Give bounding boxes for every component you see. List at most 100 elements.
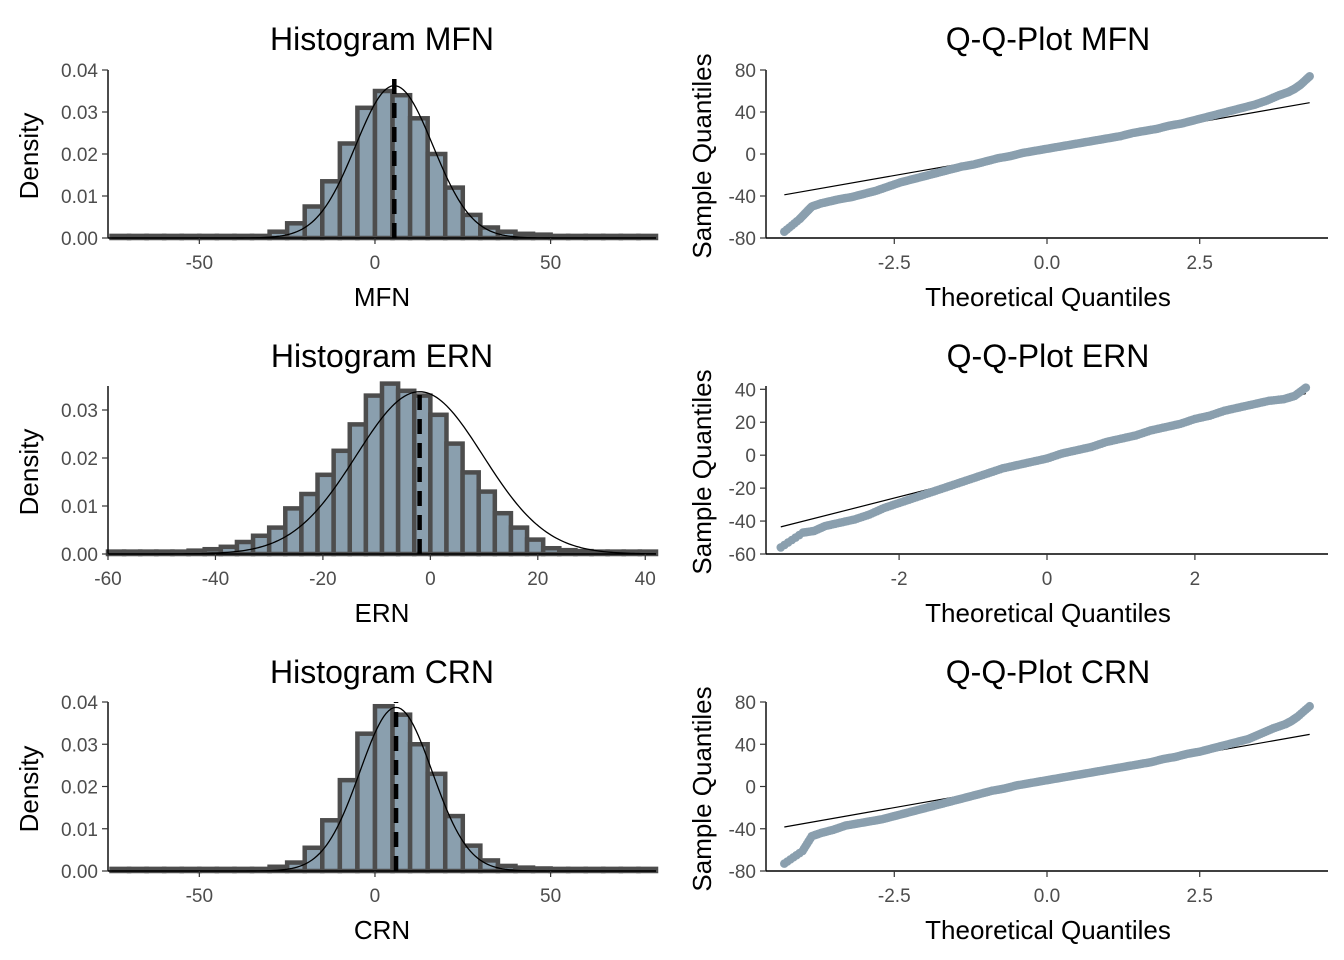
y-tick-label: 0.03 <box>61 103 98 124</box>
panel-histogram-mfn: Histogram MFN -50 0 50 0.00 0.01 0.02 0.03 0.04… <box>14 21 659 312</box>
y-tick-label: 40 <box>735 103 756 124</box>
plot-area: -2.5 0.0 2.5 -80 -40 0 40 80 <box>729 61 1328 274</box>
x-axis-title: MFN <box>354 282 410 312</box>
y-tick-label: 0 <box>745 778 756 799</box>
histogram-bar <box>460 470 481 557</box>
y-tick-label: -40 <box>729 187 756 208</box>
histogram-bar <box>320 179 343 241</box>
histogram-bar <box>411 393 433 557</box>
y-axis-title: Density <box>14 746 44 833</box>
x-tick-label: 0.0 <box>1034 253 1060 274</box>
y-tick-label: 40 <box>735 380 756 401</box>
y-tick-label: 0.04 <box>61 61 98 82</box>
y-tick-label: -20 <box>729 479 756 500</box>
x-tick-label: -60 <box>94 569 121 590</box>
panel-qqplot-crn: Q-Q-Plot CRN -2.5 0.0 2.5 -80 -40 0 40 80 Theor… <box>687 654 1328 945</box>
x-tick-label: -50 <box>186 253 213 274</box>
histogram-bar <box>372 703 395 874</box>
plot-area: -60 -40 -20 0 20 40 0.00 0.01 0.02 0.03 <box>61 381 659 590</box>
y-tick-label: -80 <box>729 862 756 883</box>
x-axis-title: Theoretical Quantiles <box>925 915 1171 945</box>
histogram-bar <box>372 88 395 241</box>
histogram-bar <box>524 537 546 557</box>
chart-title: Histogram CRN <box>270 654 494 690</box>
y-tick-label: 0.00 <box>61 862 98 883</box>
y-tick-label: 0.01 <box>61 820 98 841</box>
histogram-bar <box>407 116 430 241</box>
x-tick-label: 50 <box>540 253 561 274</box>
histogram-bar <box>363 393 385 557</box>
y-tick-label: -40 <box>729 820 756 841</box>
histogram-bar <box>302 204 325 241</box>
histogram-bar <box>337 777 360 874</box>
y-axis-title: Density <box>14 429 44 516</box>
y-tick-label: 0.01 <box>61 497 98 518</box>
qq-point <box>1305 701 1314 711</box>
y-tick-label: 80 <box>735 693 756 714</box>
x-tick-label: -2.5 <box>878 253 911 274</box>
x-tick-label: -20 <box>309 569 336 590</box>
x-tick-label: 2 <box>1190 569 1201 590</box>
y-tick-label: -60 <box>729 545 756 566</box>
y-tick-label: 0 <box>745 446 756 467</box>
y-tick-label: -80 <box>729 229 756 250</box>
y-tick-label: 20 <box>735 413 756 434</box>
x-axis-title: CRN <box>354 915 410 945</box>
x-axis-title: Theoretical Quantiles <box>925 282 1171 312</box>
chart-title: Histogram MFN <box>270 21 494 57</box>
x-tick-label: 0 <box>370 253 381 274</box>
y-tick-label: 0.01 <box>61 187 98 208</box>
histogram-bar <box>331 448 353 557</box>
x-tick-label: -2.5 <box>878 886 911 907</box>
y-tick-label: 0.00 <box>61 229 98 250</box>
histogram-bar <box>425 151 448 241</box>
histogram-bar <box>407 742 430 874</box>
panel-histogram-crn: Histogram CRN -50 0 50 0.00 0.01 0.02 0.03 0.04… <box>14 654 659 945</box>
x-tick-label: -40 <box>202 569 229 590</box>
y-tick-label: 0.03 <box>61 735 98 756</box>
y-tick-label: -40 <box>729 512 756 533</box>
x-tick-label: 40 <box>635 569 656 590</box>
panel-qqplot-mfn: Q-Q-Plot MFN -2.5 0.0 2.5 -80 -40 0 40 80 Theor… <box>687 21 1328 312</box>
histogram-bar <box>337 141 360 241</box>
y-tick-label: 0 <box>745 145 756 166</box>
histogram-bar <box>355 105 378 241</box>
histogram-bar <box>428 412 449 557</box>
x-tick-label: 0 <box>1042 569 1053 590</box>
x-tick-label: 50 <box>540 886 561 907</box>
y-tick-label: 0.03 <box>61 401 98 422</box>
x-tick-label: 0.0 <box>1034 886 1060 907</box>
histogram-bar <box>444 441 465 557</box>
x-tick-label: 2.5 <box>1187 253 1213 274</box>
y-tick-label: 0.00 <box>61 545 98 566</box>
chart-title: Q-Q-Plot MFN <box>946 21 1150 57</box>
histogram-bar <box>315 472 336 557</box>
x-axis-title: Theoretical Quantiles <box>925 598 1171 628</box>
y-tick-label: 0.02 <box>61 449 98 470</box>
qq-point <box>1301 383 1311 392</box>
histogram-bar <box>460 212 483 241</box>
chart-title: Histogram ERN <box>271 338 493 374</box>
histogram-bar <box>508 525 530 557</box>
histogram-bar <box>284 221 307 241</box>
x-tick-label: 20 <box>527 569 548 590</box>
chart-title: Q-Q-Plot ERN <box>947 338 1150 374</box>
x-tick-label: -50 <box>186 886 213 907</box>
histogram-bar <box>425 771 448 874</box>
plot-area: -2.5 0.0 2.5 -80 -40 0 40 80 <box>729 693 1328 907</box>
x-tick-label: 0 <box>425 569 436 590</box>
x-tick-label: 0 <box>370 886 381 907</box>
histogram-bar <box>492 510 514 557</box>
histogram-bar <box>476 489 498 557</box>
histogram-bar <box>442 185 466 241</box>
y-tick-label: 0.02 <box>61 145 98 166</box>
y-tick-label: 0.02 <box>61 778 98 799</box>
histogram-bar <box>540 545 562 557</box>
plot-area: -50 0 50 0.00 0.01 0.02 0.03 0.04 <box>61 693 659 907</box>
plot-area: -50 0 50 0.00 0.01 0.02 0.03 0.04 <box>61 61 659 274</box>
y-axis-title: Density <box>14 113 44 200</box>
